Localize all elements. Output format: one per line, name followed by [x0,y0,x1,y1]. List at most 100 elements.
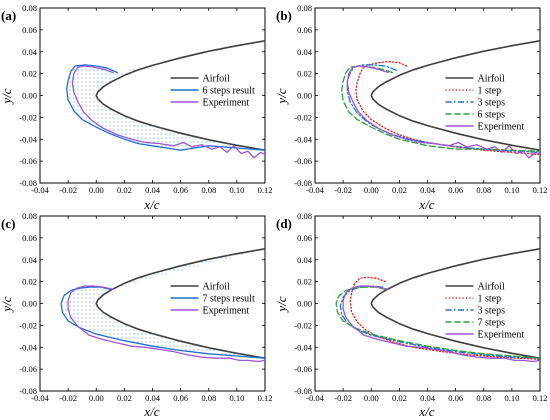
x-tick-label: -0.02 [334,393,352,403]
ice-region-hatch [66,40,265,151]
x-axis-label: x/c [143,404,159,419]
y-tick-label: 0.02 [22,277,37,287]
x-tick-label: -0.04 [306,393,324,403]
plot-area [66,39,265,159]
plot-frame [314,7,541,184]
series-airfoil [95,248,265,360]
series-airfoil [370,39,540,151]
plot-area [335,248,540,363]
chart-1-marks: -0.04 -0.02 0.00 0.02 0.04 0.06 0.08 0.10 0.12 0.… [19,3,272,195]
x-tick-label: 0.02 [392,185,407,195]
x-tick-label: 0.08 [201,393,216,403]
y-tick-label: 0.04 [297,47,313,57]
x-tick-label: -0.04 [31,393,49,403]
series-1-step [349,276,540,360]
y-tick-label: 0.02 [297,277,312,287]
x-tick-label: 0.10 [504,393,519,403]
legend-entry: Airfoil [478,282,505,293]
series-experiment [67,285,265,363]
y-tick-label: -0.06 [19,156,37,166]
legend-entry: 6 steps [478,110,506,121]
y-tick-label: -0.06 [294,156,312,166]
legend-entry: 3 steps [478,306,506,317]
y-tick-label: 0.04 [22,47,38,57]
x-axis-label: x/c [143,197,159,212]
y-tick-label: 0.00 [297,299,312,309]
x-tick-label: 0.12 [533,185,548,195]
x-tick-label: 0.04 [145,185,161,195]
y-tick-label: 0.06 [297,25,312,35]
legend-entry: Airfoil [203,282,230,293]
x-tick-label: 0.08 [201,185,216,195]
legend-entry: 7 steps result [203,294,255,305]
panel-label: (c) [1,216,15,231]
x-tick-label: 0.08 [476,185,491,195]
x-axis-label: x/c [418,197,434,212]
panel-label: (d) [276,216,292,231]
x-tick-label: 0.02 [392,393,407,403]
y-tick-label: -0.06 [19,364,37,374]
x-tick-label: 0.00 [89,393,104,403]
chart-2-marks: -0.04 -0.02 0.00 0.02 0.04 0.06 0.08 0.10 0.12 0.… [294,3,547,195]
y-tick-label: -0.02 [294,320,312,330]
x-tick-label: 0.04 [420,185,436,195]
series-airfoil [95,39,265,151]
y-tick-label: -0.04 [19,134,37,144]
x-tick-label: 0.00 [364,393,379,403]
series-7-steps-result [60,286,265,359]
series-6-steps-result [66,64,265,151]
x-tick-label: 0.06 [173,185,188,195]
series-experiment [342,285,540,363]
legend-entry: Experiment [478,122,525,133]
panel-label: (b) [276,8,292,23]
x-tick-label: 0.02 [117,185,132,195]
series-6-steps [341,65,540,152]
series-1-step [355,60,540,156]
y-tick-label: -0.08 [294,386,312,396]
y-tick-label: -0.06 [294,364,312,374]
y-tick-label: 0.04 [297,255,313,265]
legend-entry: Experiment [203,306,250,317]
y-tick-label: -0.02 [294,112,312,122]
y-axis-label: y/c [274,88,289,105]
legend-entry: 3 steps [478,98,506,109]
chart-3-marks: -0.04 -0.02 0.00 0.02 0.04 0.06 0.08 0.10 0.12 0.… [19,211,272,403]
legend-entry: 1 step [478,86,502,97]
plot-area [341,39,540,159]
x-tick-label: 0.02 [117,393,132,403]
x-tick-label: 0.04 [420,393,436,403]
y-tick-label: 0.06 [22,25,37,35]
series-7-steps [335,286,540,359]
y-tick-label: 0.02 [297,69,312,79]
panel-label: (a) [1,8,16,23]
legend-entry: Experiment [478,330,525,341]
x-tick-label: 0.10 [229,185,244,195]
chart-4-marks: -0.04 -0.02 0.00 0.02 0.04 0.06 0.08 0.10 0.12 0.… [294,211,547,403]
y-tick-label: 0.08 [297,211,312,221]
x-tick-label: 0.10 [504,185,519,195]
series-airfoil [370,248,540,360]
y-tick-label: -0.08 [19,386,37,396]
legend-entry: Airfoil [203,74,230,85]
y-tick-label: 0.00 [22,91,37,101]
y-tick-label: 0.06 [22,233,37,243]
legend-entry: 1 step [478,294,502,305]
y-tick-label: 0.06 [297,233,312,243]
x-tick-label: 0.10 [229,393,244,403]
y-tick-label: -0.08 [294,178,312,188]
legend-entry: 7 steps [478,318,506,329]
x-tick-label: -0.02 [334,185,352,195]
y-tick-label: -0.04 [294,342,312,352]
y-tick-label: -0.02 [19,320,37,330]
x-axis-label: x/c [418,404,434,419]
x-tick-label: 0.00 [89,185,104,195]
x-tick-label: 0.06 [448,185,463,195]
series-experiment [346,65,540,159]
series-3-steps [339,285,540,359]
x-tick-label: 0.06 [448,393,463,403]
x-tick-label: 0.04 [145,393,161,403]
y-axis-label: y/c [0,296,14,313]
y-tick-label: 0.08 [297,3,312,13]
x-tick-label: 0.12 [533,393,548,403]
